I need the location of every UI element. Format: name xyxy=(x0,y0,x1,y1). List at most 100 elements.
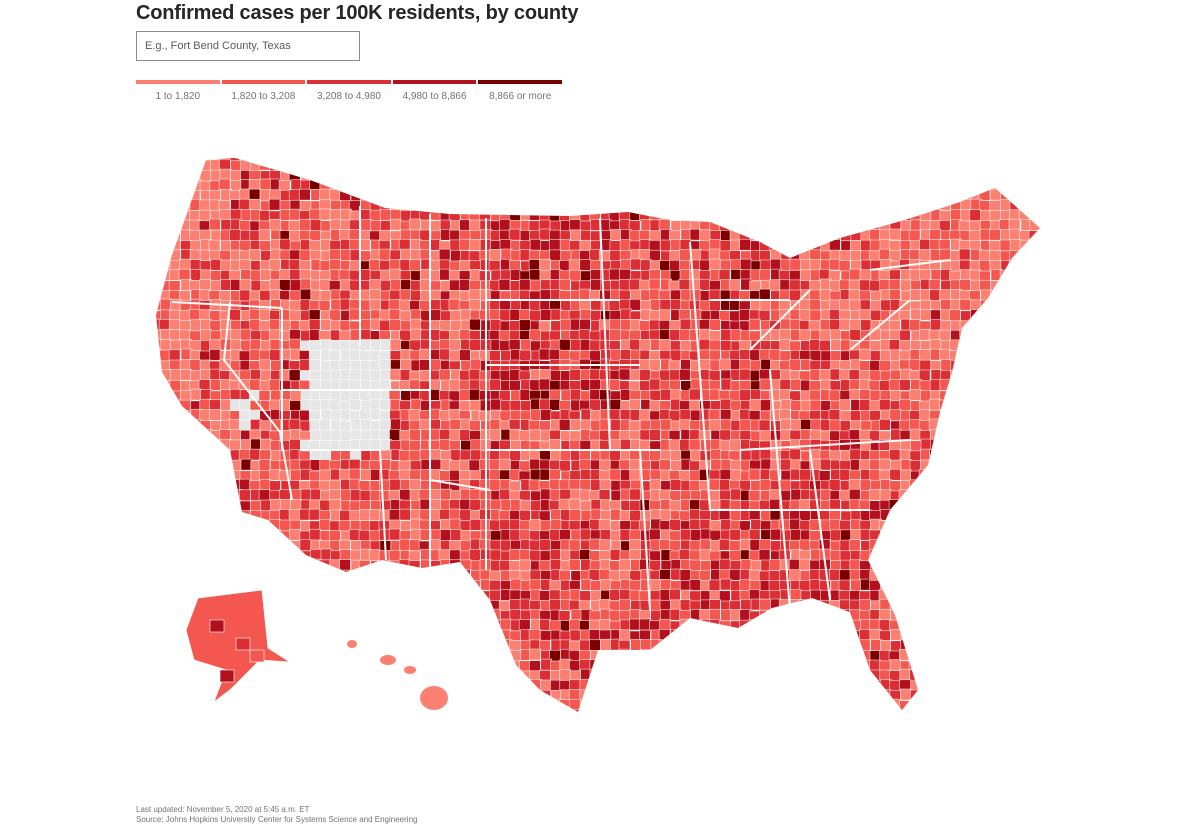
county-cell-4820[interactable] xyxy=(649,678,661,691)
county-cell-4646[interactable] xyxy=(710,660,722,673)
county-cell-2928[interactable] xyxy=(629,469,641,481)
county-cell-522[interactable] xyxy=(870,199,882,212)
county-cell-2276[interactable] xyxy=(410,398,423,411)
county-cell-112[interactable] xyxy=(369,158,381,171)
county-cell-597[interactable] xyxy=(719,209,731,222)
county-cell-3399[interactable] xyxy=(839,519,851,532)
county-cell-3384[interactable] xyxy=(689,518,702,531)
county-cell-4380[interactable] xyxy=(749,630,761,642)
county-cell-2876[interactable] xyxy=(1009,459,1021,471)
county-cell-3948[interactable] xyxy=(928,580,941,593)
county-cell-4694[interactable] xyxy=(289,669,302,681)
county-cell-3418[interactable] xyxy=(1029,519,1041,532)
county-cell-932[interactable] xyxy=(468,250,481,263)
county-cell-3874[interactable] xyxy=(189,579,201,592)
county-cell-4697[interactable] xyxy=(319,670,332,682)
county-cell-4833[interactable] xyxy=(779,678,791,691)
county-cell-3095[interactable] xyxy=(498,488,511,501)
county-cell-4701[interactable] xyxy=(359,670,372,682)
county-cell-2033[interactable] xyxy=(679,368,691,381)
county-cell-2080[interactable] xyxy=(249,378,261,391)
county-cell-114[interactable] xyxy=(389,160,402,173)
county-cell-3821[interactable] xyxy=(559,569,571,582)
county-cell-3863[interactable] xyxy=(980,569,993,581)
county-cell-119[interactable] xyxy=(439,158,451,171)
county-cell-789[interactable] xyxy=(840,229,852,241)
county-cell-1400[interactable] xyxy=(649,299,662,311)
county-cell-4801[interactable] xyxy=(459,679,471,691)
county-cell-202[interactable] xyxy=(369,170,381,182)
county-cell-775[interactable] xyxy=(699,229,711,242)
county-cell-4389[interactable] xyxy=(839,630,852,642)
county-cell-177[interactable] xyxy=(1019,159,1031,171)
county-cell-46[interactable] xyxy=(608,151,621,162)
county-cell-4936[interactable] xyxy=(910,689,922,702)
county-cell-2072[interactable] xyxy=(169,379,182,392)
county-cell-4064[interactable] xyxy=(289,598,301,611)
county-cell-1752[interactable] xyxy=(570,339,582,351)
county-cell-4859[interactable] xyxy=(1041,680,1050,691)
county-cell-4914[interactable] xyxy=(690,688,703,701)
county-cell-862[interactable] xyxy=(670,239,682,251)
county-cell-2004[interactable] xyxy=(389,368,402,381)
county-cell-4907[interactable] xyxy=(620,689,633,701)
county-cell-3338[interactable] xyxy=(229,519,241,531)
county-cell-1685[interactable] xyxy=(799,329,812,341)
county-cell-207[interactable] xyxy=(418,168,431,181)
county-cell-4516[interactable] xyxy=(309,649,322,662)
county-cell-4713[interactable] xyxy=(479,670,491,682)
county-cell-4619[interactable] xyxy=(439,659,451,672)
county-cell-73[interactable] xyxy=(879,151,892,163)
county-cell-4807[interactable] xyxy=(520,679,533,691)
county-cell-2958[interactable] xyxy=(930,469,943,482)
county-cell-3698[interactable] xyxy=(230,560,242,573)
county-cell-4402[interactable] xyxy=(968,630,981,642)
county-cell-1913[interactable] xyxy=(379,359,391,371)
county-cell-3289[interactable] xyxy=(640,510,652,522)
county-cell-3568[interactable] xyxy=(729,540,741,552)
county-cell-3493[interactable] xyxy=(880,530,892,543)
county-cell-348[interactable] xyxy=(930,179,942,192)
county-cell-3233[interactable] xyxy=(978,500,991,513)
county-cell-310[interactable] xyxy=(549,179,561,191)
county-cell-2494[interactable] xyxy=(790,419,802,431)
county-cell-2725[interactable] xyxy=(398,450,411,462)
county-cell-3431[interactable] xyxy=(260,529,273,542)
county-cell-1678[interactable] xyxy=(730,329,743,341)
county-cell-1421[interactable] xyxy=(859,299,872,312)
county-cell-486[interactable] xyxy=(509,199,521,212)
county-cell-3409[interactable] xyxy=(938,519,951,531)
county-cell-4894[interactable] xyxy=(489,689,502,701)
county-cell-4879[interactable] xyxy=(340,689,352,701)
county-cell-4935[interactable] xyxy=(900,688,912,701)
county-cell-4263[interactable] xyxy=(479,618,491,631)
county-cell-4111[interactable] xyxy=(759,598,771,611)
county-cell-359[interactable] xyxy=(1041,181,1050,192)
county-cell-2335[interactable] xyxy=(999,400,1011,412)
county-cell-1646[interactable] xyxy=(410,328,423,341)
county-cell-3958[interactable] xyxy=(1028,579,1040,591)
county-cell-4911[interactable] xyxy=(660,688,672,701)
county-cell-3902[interactable] xyxy=(468,580,481,592)
county-cell-3293[interactable] xyxy=(679,510,691,523)
county-cell-4195[interactable] xyxy=(699,609,711,621)
county-cell-3705[interactable] xyxy=(299,560,311,572)
county-cell-1973[interactable] xyxy=(979,359,992,371)
county-cell-4399[interactable] xyxy=(939,629,952,642)
county-cell-4948[interactable] xyxy=(1029,688,1041,701)
county-cell-9[interactable] xyxy=(239,150,251,162)
county-cell-3465[interactable] xyxy=(599,529,612,541)
county-cell-503[interactable] xyxy=(680,199,693,211)
county-cell-2191[interactable] xyxy=(459,389,471,401)
county-cell-3781[interactable] xyxy=(158,569,171,582)
county-cell-588[interactable] xyxy=(629,209,641,221)
county-cell-612[interactable] xyxy=(869,210,882,222)
county-cell-2346[interactable] xyxy=(209,409,221,421)
county-cell-3786[interactable] xyxy=(209,569,222,581)
county-cell-3307[interactable] xyxy=(819,509,831,522)
county-cell-2610[interactable] xyxy=(150,440,161,452)
county-cell-1583[interactable] xyxy=(679,318,692,331)
county-cell-619[interactable] xyxy=(939,210,952,222)
county-cell-4432[interactable] xyxy=(369,639,381,651)
county-cell-391[interactable] xyxy=(459,189,471,201)
